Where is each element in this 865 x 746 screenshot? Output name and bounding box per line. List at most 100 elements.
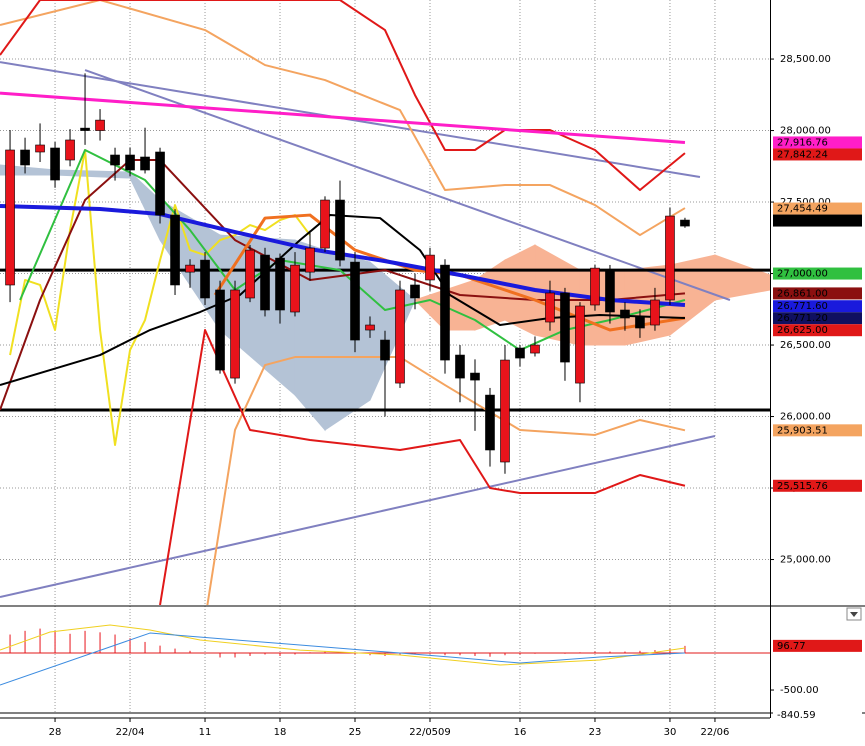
price-label-box <box>773 287 862 300</box>
x-tick-label: 11 <box>199 727 212 738</box>
indicator-line <box>0 0 686 237</box>
axes: 25,000.0025,500.0026,000.0026,500.0027,0… <box>49 54 862 738</box>
price-label: 27,000.00 <box>777 269 828 280</box>
cloud <box>579 269 626 346</box>
y-tick-label: 25,000.00 <box>780 555 831 566</box>
x-tick-label: 23 <box>589 727 602 738</box>
x-tick-label: 25 <box>349 727 362 738</box>
y-tick-label: 26,000.00 <box>780 412 831 423</box>
candle-body <box>140 156 150 171</box>
candle-body <box>590 267 600 306</box>
price-label-box <box>773 424 862 437</box>
y-tick-label: 28,500.00 <box>780 54 831 65</box>
x-tick-label: 28 <box>49 727 62 738</box>
oscillator-label-box <box>773 639 862 652</box>
candle-body <box>380 339 390 361</box>
candle-body <box>275 257 285 311</box>
indicator-line <box>159 329 686 605</box>
x-tick-label: 22/0509 <box>409 727 451 738</box>
y-tick-label: -500.00 <box>780 685 819 696</box>
x-tick-label: 30 <box>664 727 677 738</box>
candle-body <box>410 284 420 299</box>
candle-body <box>245 249 255 299</box>
candle-body <box>605 269 615 313</box>
price-label: 26,771.60 <box>777 301 828 312</box>
indicator-line <box>0 91 686 144</box>
candle-body <box>5 149 15 286</box>
price-label-box <box>773 136 862 149</box>
oscillator-line <box>0 632 685 686</box>
price-label-box <box>773 312 862 325</box>
candle-body <box>470 372 480 381</box>
candle-body <box>80 127 90 131</box>
candle-body <box>560 292 570 363</box>
y-tick-label: 27,500.00 <box>780 197 831 208</box>
price-label-box <box>773 479 862 492</box>
indicator-line <box>0 204 686 307</box>
x-tick-label: 22/06 <box>701 727 730 738</box>
candle-body <box>665 215 675 301</box>
trend-line <box>0 435 716 598</box>
candle-body <box>170 214 180 286</box>
price-label-box <box>773 148 862 161</box>
indicator-line <box>0 0 686 192</box>
price-label: 25,515.76 <box>777 481 828 492</box>
price-label-box <box>773 267 862 280</box>
candle-body <box>185 264 195 273</box>
price-label: 25,903.51 <box>777 425 828 436</box>
indicator-line <box>213 213 686 332</box>
price-panel <box>0 0 770 605</box>
price-label: 27,820 <box>777 216 812 227</box>
candle-body <box>485 394 495 451</box>
candle-body <box>50 147 60 181</box>
oscillator-line <box>0 624 686 666</box>
candle-body <box>320 199 330 249</box>
candle-body <box>650 299 660 326</box>
price-label-box <box>773 324 862 337</box>
indicator-line <box>206 356 686 605</box>
indicator-line <box>0 214 685 387</box>
candle-body <box>95 119 105 131</box>
price-label-box <box>773 300 862 313</box>
candle-body <box>530 344 540 354</box>
x-tick-label: 16 <box>514 727 527 738</box>
candle-body <box>455 354 465 379</box>
candle-body <box>635 316 645 329</box>
candle-body <box>335 199 345 261</box>
price-label-box <box>773 202 862 215</box>
x-tick-label: 22/04 <box>116 727 145 738</box>
candle-body <box>500 359 510 463</box>
candle-body <box>620 309 630 319</box>
menu-arrow <box>850 612 858 617</box>
candle-body <box>110 154 120 166</box>
oscillator-panel <box>0 624 770 686</box>
panel-menu[interactable] <box>846 607 862 621</box>
oscillator-label: 96.77 <box>777 641 806 652</box>
candle-body <box>350 261 360 341</box>
oscillator-label: -840.59 <box>777 710 816 721</box>
x-tick-label: 18 <box>274 727 287 738</box>
price-label-box <box>773 214 862 227</box>
oscillator-label-box <box>773 709 862 722</box>
candle-body <box>260 254 270 311</box>
y-tick-label: 28,000.00 <box>780 126 831 137</box>
candle-body <box>440 264 450 361</box>
candle-body <box>515 347 525 359</box>
candle-body <box>230 289 240 379</box>
candle-body <box>125 154 135 171</box>
candle-body <box>305 247 315 273</box>
candle-body <box>575 305 585 384</box>
candle-body <box>20 149 30 166</box>
candle-body <box>155 151 165 216</box>
y-tick-label: 26,500.00 <box>780 340 831 351</box>
price-label: 27,916.76 <box>777 137 828 148</box>
price-label: 27,454.49 <box>777 204 828 215</box>
candle-body <box>425 254 435 281</box>
candle-body <box>35 144 45 153</box>
candle-body <box>290 264 300 313</box>
candle-body <box>365 324 375 331</box>
indicator-line <box>19 148 686 352</box>
candle-body <box>680 219 690 227</box>
